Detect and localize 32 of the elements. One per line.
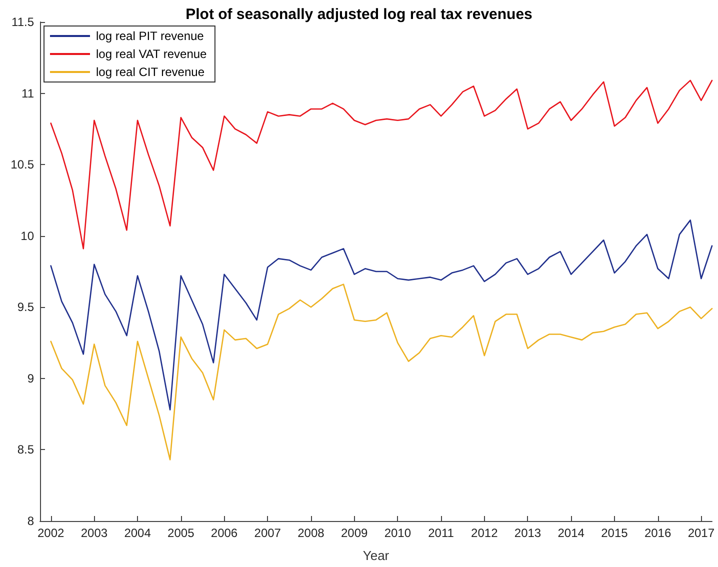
x-tick-label: 2012: [471, 526, 498, 540]
x-tick-label: 2017: [688, 526, 715, 540]
x-tick-label: 2003: [80, 526, 108, 540]
x-tick-label: 2013: [514, 526, 542, 540]
y-tick-label: 8: [27, 514, 34, 528]
y-tick-label: 9.5: [17, 300, 34, 314]
x-tick-label: 2009: [340, 526, 368, 540]
chart-title: Plot of seasonally adjusted log real tax revenues: [186, 6, 532, 23]
x-axis-title: Year: [362, 548, 390, 563]
x-tick-label: 2006: [210, 526, 238, 540]
legend-label: log real CIT revenue: [96, 65, 205, 79]
x-tick-label: 2010: [384, 526, 412, 540]
y-tick-label: 9: [27, 371, 34, 386]
y-tick-label: 11.5: [12, 15, 34, 29]
x-tick-label: 2004: [124, 526, 152, 540]
line-series: [50, 284, 713, 460]
x-tick-label: 2011: [428, 526, 454, 540]
x-tick-label: 2005: [168, 526, 195, 540]
legend-label: log real PIT revenue: [96, 29, 204, 43]
y-tick-label: 8.5: [17, 442, 34, 457]
x-tick-label: 2007: [254, 526, 282, 540]
y-tick-label: 10: [20, 228, 34, 243]
y-tick-label: 10.5: [10, 158, 34, 172]
y-tick-label: 11: [22, 86, 34, 100]
legend-label: log real VAT revenue: [96, 47, 208, 61]
x-tick-label: 2014: [558, 526, 585, 540]
x-tick-label: 2016: [644, 526, 672, 540]
x-tick-label: 2002: [37, 526, 65, 540]
line-series: [50, 220, 713, 410]
x-tick-label: 2008: [298, 526, 325, 540]
x-tick-label: 2015: [601, 526, 628, 540]
line-series: [50, 80, 713, 250]
